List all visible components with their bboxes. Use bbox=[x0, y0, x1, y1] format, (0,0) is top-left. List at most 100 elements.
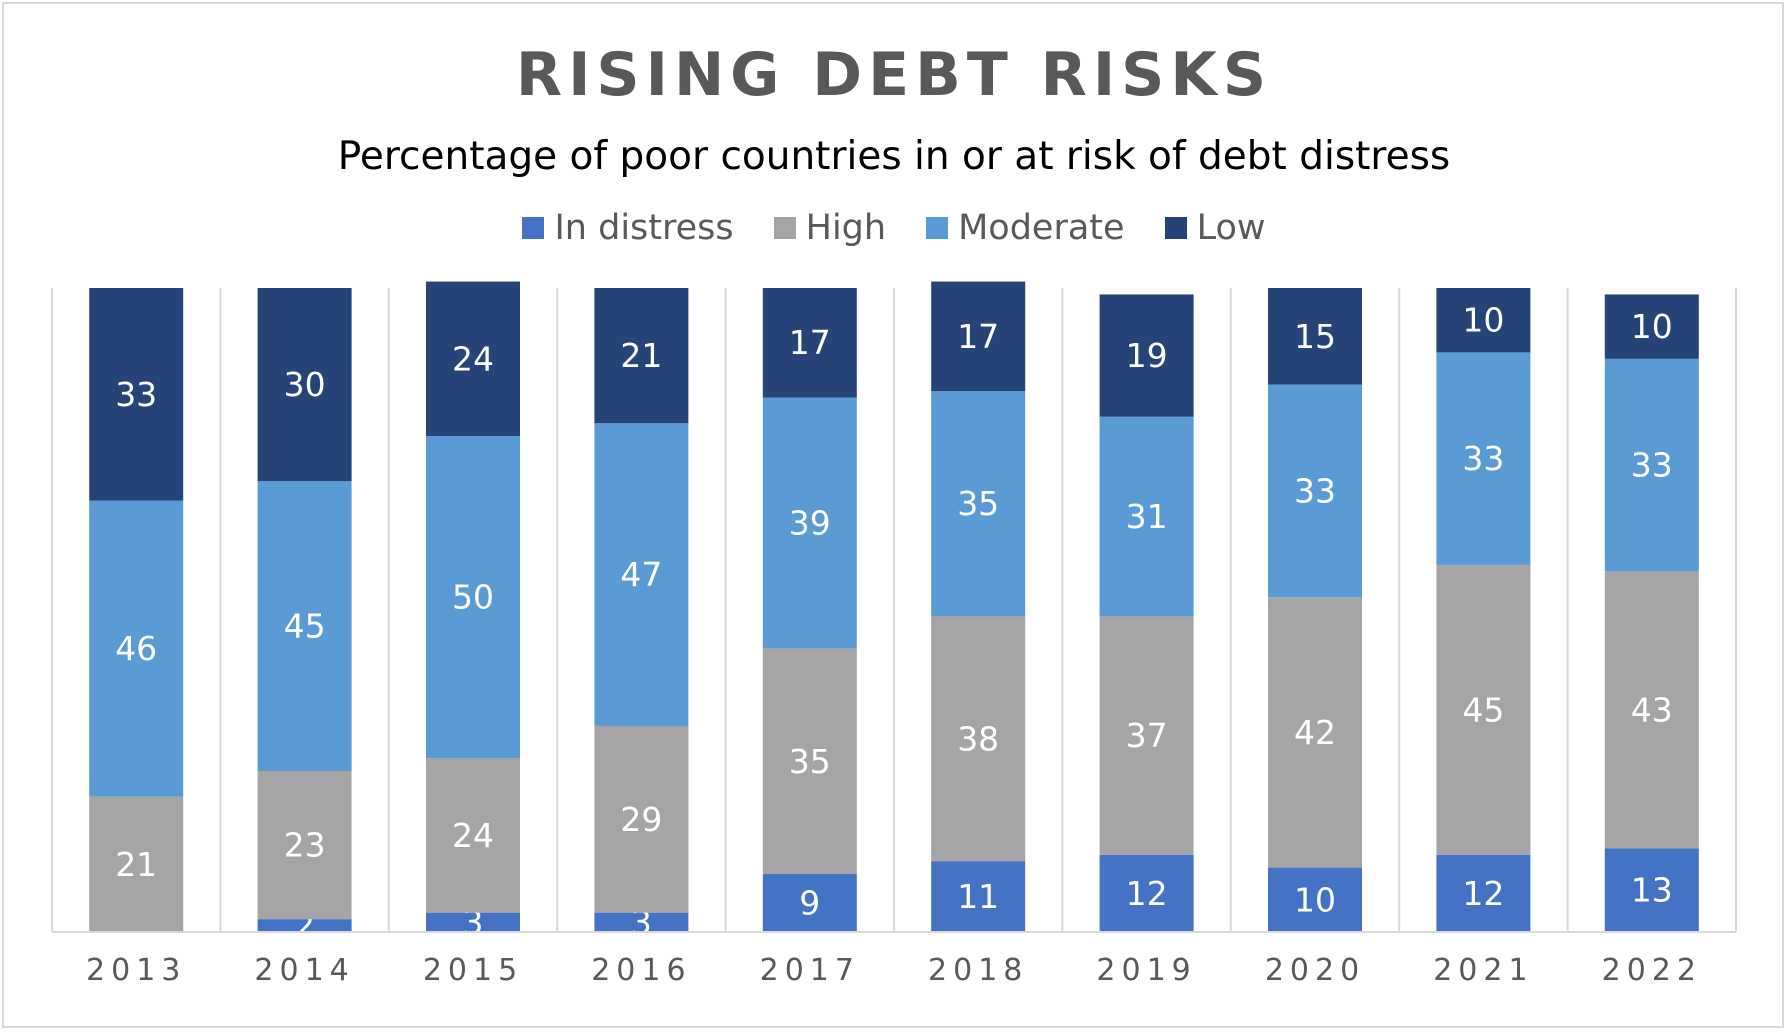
data-label: 11 bbox=[957, 877, 999, 916]
data-label: 39 bbox=[789, 504, 831, 543]
data-label: 29 bbox=[620, 800, 662, 839]
bar-moderate-2015 bbox=[426, 436, 520, 759]
bar-low-2018 bbox=[931, 281, 1026, 392]
data-label: 10 bbox=[1631, 307, 1673, 346]
bar-low-2016 bbox=[594, 288, 689, 424]
chart-subtitle: Percentage of poor countries in or at ri… bbox=[337, 134, 1451, 179]
data-label: 45 bbox=[284, 607, 326, 646]
x-tick-label: 2013 bbox=[86, 953, 186, 988]
chart-title: RISING DEBT RISKS bbox=[515, 40, 1273, 110]
data-label: 9 bbox=[799, 884, 820, 923]
data-label: 43 bbox=[1631, 690, 1673, 729]
legend-item-high: High bbox=[773, 208, 887, 248]
bar-low-2013 bbox=[89, 288, 184, 501]
data-label: 24 bbox=[452, 816, 494, 855]
x-tick-label: 2015 bbox=[423, 953, 523, 988]
legend-swatch bbox=[522, 217, 545, 239]
data-label: 15 bbox=[1294, 317, 1336, 356]
bar-high-2015 bbox=[426, 758, 520, 913]
bar-low-2021 bbox=[1436, 288, 1531, 353]
legend-swatch bbox=[773, 217, 796, 239]
legend-label: Moderate bbox=[958, 208, 1125, 248]
bar-in-distress-2017 bbox=[762, 874, 857, 932]
data-label: 33 bbox=[115, 375, 157, 414]
bar-high-2018 bbox=[931, 616, 1026, 862]
data-label: 38 bbox=[957, 719, 999, 758]
data-label: 31 bbox=[1126, 497, 1168, 536]
bar-low-2020 bbox=[1268, 288, 1362, 385]
data-label: 35 bbox=[957, 484, 999, 523]
bar-moderate-2018 bbox=[931, 391, 1026, 617]
bar-moderate-2016 bbox=[594, 423, 689, 726]
data-label: 50 bbox=[452, 578, 494, 617]
bar-in-distress-2020 bbox=[1268, 867, 1362, 932]
data-label: 21 bbox=[620, 336, 662, 375]
data-label: 10 bbox=[1462, 301, 1504, 340]
legend-label: High bbox=[805, 208, 887, 248]
data-label: 46 bbox=[115, 629, 157, 668]
bar-moderate-2013 bbox=[89, 500, 184, 797]
data-label: 30 bbox=[284, 365, 326, 404]
legend-label: Low bbox=[1196, 208, 1266, 248]
legend-swatch bbox=[1164, 217, 1187, 239]
data-label: 13 bbox=[1631, 871, 1673, 910]
x-tick-label: 2018 bbox=[928, 953, 1028, 988]
x-tick-label: 2019 bbox=[1096, 953, 1196, 988]
data-label: 21 bbox=[115, 845, 157, 884]
bar-in-distress-2022 bbox=[1604, 848, 1699, 932]
bar-moderate-2019 bbox=[1099, 416, 1194, 617]
bar-high-2020 bbox=[1268, 597, 1362, 868]
bar-moderate-2021 bbox=[1436, 352, 1531, 565]
bar-in-distress-2019 bbox=[1099, 854, 1194, 932]
bar-high-2019 bbox=[1099, 616, 1194, 855]
legend-label: In distress bbox=[554, 208, 734, 248]
data-label: 12 bbox=[1462, 874, 1504, 913]
x-tick-label: 2016 bbox=[591, 953, 691, 988]
data-label: 37 bbox=[1126, 716, 1168, 755]
bar-low-2014 bbox=[257, 288, 352, 482]
x-tick-label: 2017 bbox=[760, 953, 860, 988]
bar-in-distress-2016 bbox=[594, 912, 689, 932]
bar-moderate-2020 bbox=[1268, 384, 1362, 598]
bar-low-2017 bbox=[762, 288, 857, 398]
bar-in-distress-2018 bbox=[931, 861, 1026, 932]
bar-moderate-2022 bbox=[1604, 358, 1699, 572]
data-label: 47 bbox=[620, 555, 662, 594]
bar-in-distress-2021 bbox=[1436, 854, 1531, 932]
bar-high-2013 bbox=[89, 796, 184, 932]
data-label: 42 bbox=[1294, 713, 1336, 752]
data-label: 17 bbox=[789, 323, 831, 362]
bar-high-2017 bbox=[762, 648, 857, 875]
data-label: 23 bbox=[284, 826, 326, 865]
bar-high-2022 bbox=[1604, 571, 1699, 849]
data-label: 10 bbox=[1294, 880, 1336, 919]
data-label: 12 bbox=[1126, 874, 1168, 913]
chart-legend: In distress High Moderate Low bbox=[0, 208, 1788, 248]
bar-high-2014 bbox=[257, 771, 352, 920]
bar-in-distress-2015 bbox=[426, 912, 520, 932]
bar-moderate-2014 bbox=[257, 481, 352, 771]
data-label: 33 bbox=[1294, 471, 1336, 510]
data-label: 33 bbox=[1462, 439, 1504, 478]
bar-high-2016 bbox=[594, 725, 689, 913]
legend-item-low: Low bbox=[1164, 208, 1266, 248]
bar-high-2021 bbox=[1436, 564, 1531, 855]
bar-low-2015 bbox=[426, 281, 520, 437]
data-label: 45 bbox=[1462, 690, 1504, 729]
data-label: 17 bbox=[957, 317, 999, 356]
data-label: 24 bbox=[452, 339, 494, 378]
bar-in-distress-2014 bbox=[257, 919, 352, 932]
data-label: 33 bbox=[1631, 446, 1673, 485]
legend-item-moderate: Moderate bbox=[926, 208, 1125, 248]
bar-moderate-2017 bbox=[762, 397, 857, 649]
x-tick-label: 2020 bbox=[1265, 953, 1365, 988]
legend-item-in-distress: In distress bbox=[522, 208, 734, 248]
bar-low-2019 bbox=[1099, 294, 1194, 417]
data-label: 35 bbox=[789, 742, 831, 781]
data-label: 19 bbox=[1126, 336, 1168, 375]
x-tick-label: 2022 bbox=[1602, 953, 1702, 988]
x-tick-label: 2021 bbox=[1433, 953, 1533, 988]
legend-swatch bbox=[926, 217, 949, 239]
x-tick-label: 2014 bbox=[254, 953, 354, 988]
bar-low-2022 bbox=[1604, 294, 1699, 359]
